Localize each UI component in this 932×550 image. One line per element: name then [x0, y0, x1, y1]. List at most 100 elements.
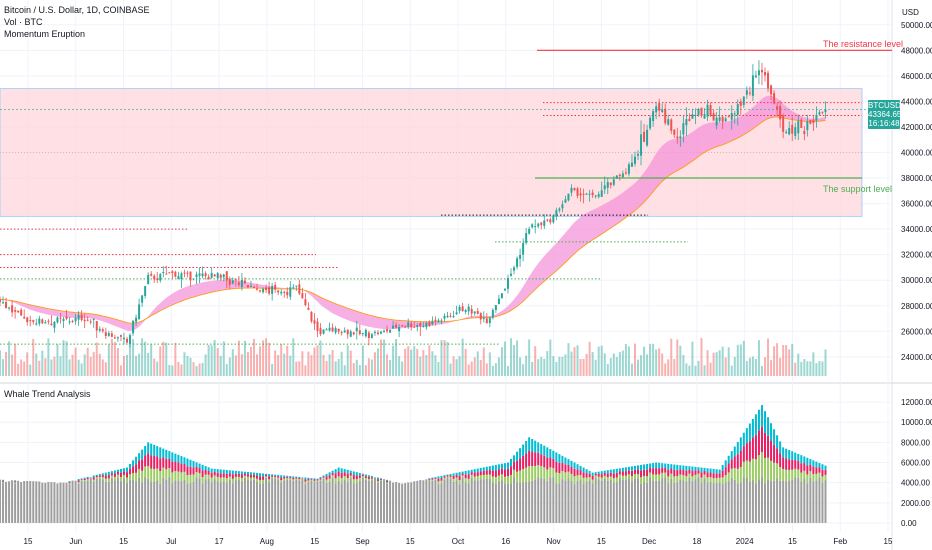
- candle-body: [712, 113, 715, 121]
- candle-body: [74, 317, 77, 322]
- whale-bar-down: [721, 470, 724, 478]
- indicator-legend[interactable]: Momentum Eruption: [4, 29, 86, 39]
- whale-bar-down: [147, 453, 150, 467]
- whale-bar-down: [165, 458, 168, 470]
- whale-title[interactable]: Whale Trend Analysis: [4, 389, 91, 399]
- whale-bar-down: [588, 473, 591, 478]
- volume-bar: [119, 365, 122, 376]
- whale-bar-up: [682, 465, 685, 471]
- volume-bar: [398, 356, 401, 376]
- whale-bar: [552, 477, 555, 523]
- whale-bar-up: [794, 452, 797, 461]
- whale-bar-down: [615, 472, 618, 478]
- whale-bar-down: [558, 462, 561, 474]
- whale-bar-up: [316, 478, 319, 480]
- candle-body: [739, 101, 742, 106]
- whale-bar-mid: [788, 469, 791, 481]
- whale-bar-mid: [322, 477, 325, 479]
- volume-bar: [14, 344, 17, 376]
- volume-bar: [570, 351, 573, 376]
- volume-bar: [809, 361, 812, 376]
- whale-bar-mid: [289, 478, 292, 480]
- whale-bar: [122, 478, 125, 523]
- candle-body: [401, 325, 404, 327]
- whale-bar-mid: [573, 476, 576, 484]
- volume-bar: [113, 341, 116, 376]
- candle-body: [473, 311, 476, 314]
- volume-bar: [824, 349, 827, 376]
- whale-bar-down: [467, 474, 470, 479]
- volume-bar: [706, 350, 709, 376]
- whale-bar-mid: [652, 474, 655, 481]
- whale-bar-down: [510, 466, 513, 475]
- whale-bar-up: [334, 469, 337, 474]
- whale-bar: [437, 483, 440, 523]
- candle-body: [38, 318, 41, 324]
- whale-bar: [138, 477, 141, 523]
- candle-body: [138, 304, 141, 320]
- volume-bar: [277, 355, 280, 376]
- whale-bar-down: [513, 461, 516, 470]
- whale-bar-up: [129, 463, 132, 469]
- whale-bar-down: [579, 470, 582, 476]
- candle-body: [715, 117, 718, 126]
- candle-body: [588, 193, 591, 195]
- volume-bar: [437, 362, 440, 376]
- volume-bar: [361, 345, 364, 376]
- candle-body: [461, 306, 464, 312]
- volume-bar: [174, 342, 177, 376]
- candle-body: [431, 320, 434, 325]
- whale-bar-down: [210, 472, 213, 478]
- candles: [0, 60, 827, 348]
- whale-bar-mid: [80, 479, 83, 481]
- volume-bar: [688, 365, 691, 376]
- volume-bar: [748, 357, 751, 376]
- whale-bar-mid: [116, 474, 119, 478]
- last-price-badge[interactable]: BTCUSD 43364.65 16:16:48: [868, 99, 901, 129]
- candle-body: [80, 314, 83, 320]
- candle-body: [343, 330, 346, 333]
- volume-bar: [337, 358, 340, 376]
- volume-bar: [389, 360, 392, 376]
- candle-body: [470, 308, 473, 314]
- currency-unit[interactable]: USD: [902, 8, 919, 17]
- whale-bar-mid: [216, 476, 219, 482]
- symbol-title[interactable]: Bitcoin / U.S. Dollar, 1D, COINBASE: [4, 5, 150, 15]
- whale-bar-up: [83, 477, 86, 479]
- candle-body: [5, 302, 8, 309]
- candle-body: [262, 288, 265, 293]
- whale-bar-mid: [506, 476, 509, 484]
- whale-bar: [313, 482, 316, 523]
- volume-bar: [401, 361, 404, 376]
- volume-bar: [159, 346, 162, 376]
- candle-body: [237, 282, 240, 285]
- candle-body: [0, 299, 1, 302]
- candle-body: [207, 276, 210, 280]
- candle-body: [286, 291, 289, 296]
- candle-body: [234, 279, 237, 281]
- volume-legend[interactable]: Vol · BTC: [4, 17, 43, 27]
- whale-bar: [319, 480, 322, 523]
- whale-bar-mid: [718, 477, 721, 483]
- whale-bar-mid: [204, 474, 207, 480]
- whale-bar: [773, 480, 776, 523]
- volume-bar: [256, 354, 259, 376]
- candle-body: [627, 164, 630, 174]
- whale-bar-mid: [316, 480, 319, 482]
- whale-bar: [32, 481, 35, 523]
- whale-bar-mid: [637, 473, 640, 479]
- whale-bar: [207, 478, 210, 523]
- whale-bar: [670, 478, 673, 523]
- whale-bar: [494, 483, 497, 523]
- whale-bar-up: [104, 472, 107, 476]
- whale-bar-up: [240, 471, 243, 475]
- whale-bar-mid: [107, 478, 110, 482]
- volume-bar: [274, 350, 277, 376]
- whale-bar-mid: [773, 462, 776, 481]
- time-tick-label: 15: [597, 537, 606, 546]
- candle-body: [516, 258, 519, 267]
- candle-body: [679, 136, 682, 138]
- whale-bar: [56, 483, 59, 523]
- candle-body: [59, 317, 62, 319]
- whale-bar-down: [655, 468, 658, 475]
